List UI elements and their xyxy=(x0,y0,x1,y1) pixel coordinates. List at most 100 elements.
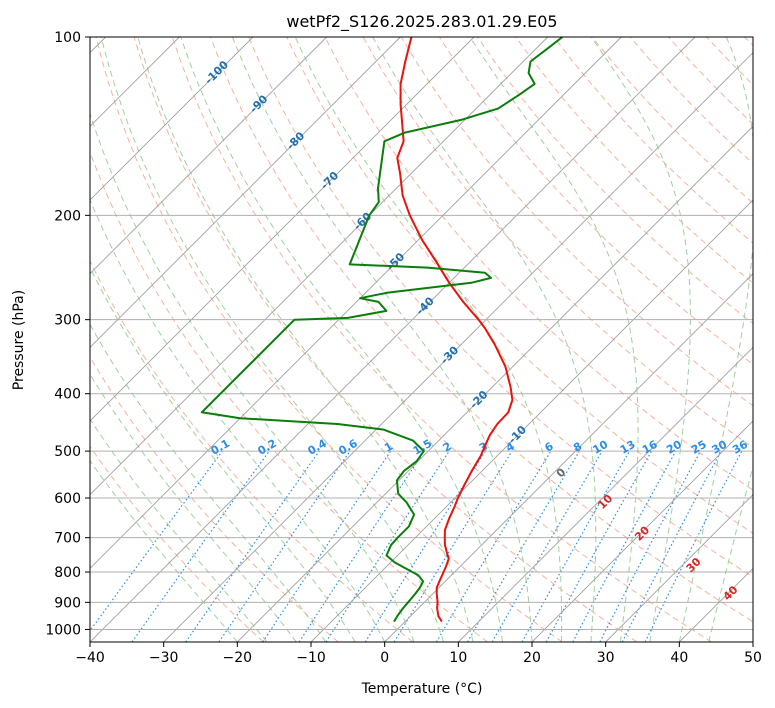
moist-adiabat xyxy=(469,37,639,642)
plot-area: -100-90-80-70-60-50-40-30-20-100.1 0.2 0.4… xyxy=(90,37,753,642)
isotherm xyxy=(90,37,548,496)
moist-adiabat xyxy=(708,464,753,642)
y-tick-label: 600 xyxy=(54,491,81,507)
x-tick-label: −10 xyxy=(296,650,326,666)
mixing-ratio-line xyxy=(393,450,513,642)
moist-adiabat xyxy=(90,266,356,642)
x-tick-label: 10 xyxy=(449,650,467,666)
moist-adiabat xyxy=(90,198,386,642)
isotherm xyxy=(458,346,753,642)
mixing-ratio-label: 16 xyxy=(640,438,660,457)
y-tick-label: 200 xyxy=(54,208,81,224)
mixing-ratio-label: 0.6 xyxy=(336,437,360,458)
isotherm xyxy=(384,273,753,642)
y-tick-label: 700 xyxy=(54,531,81,547)
moist-adiabat xyxy=(90,459,238,642)
isotherm xyxy=(90,37,622,569)
mixing-ratio-line xyxy=(644,450,743,642)
chart-title: wetPf2_S126.2025.283.01.29.E05 xyxy=(286,12,557,32)
isotherm-label: -80 xyxy=(284,129,307,152)
moist-adiabat xyxy=(590,37,691,642)
isotherm-label: -90 xyxy=(247,92,270,115)
dry-adiabat xyxy=(90,445,264,642)
dry-adiabat xyxy=(90,259,414,642)
y-axis: 100 200 300 400 500 600 700 800 900 1000 xyxy=(45,30,90,638)
mixing-ratio-line xyxy=(521,450,631,642)
dry-adiabat xyxy=(248,37,753,578)
mixing-ratio-label: 13 xyxy=(618,438,638,457)
isotherm-label: -100 xyxy=(202,58,231,87)
y-tick-label: 500 xyxy=(54,444,81,460)
x-tick-label: 50 xyxy=(744,650,762,666)
isotherm xyxy=(752,641,753,642)
dewpoint-profile-line xyxy=(200,37,564,623)
moist-adiabat xyxy=(372,37,597,642)
mixing-ratio-line xyxy=(435,450,552,642)
mixing-ratio-line xyxy=(599,450,702,642)
x-tick-label: −40 xyxy=(75,650,105,666)
moist-adiabat xyxy=(90,418,268,642)
moist-adiabat xyxy=(100,37,445,642)
mixing-ratio-line xyxy=(131,450,270,642)
isotherm xyxy=(90,37,254,201)
x-tick-label: 30 xyxy=(597,650,615,666)
moist-adiabat xyxy=(231,37,533,642)
isotherms xyxy=(90,37,753,642)
mixing-ratio-label: 6 xyxy=(542,440,555,455)
dry-adiabat xyxy=(515,37,753,284)
dry-adiabat xyxy=(553,37,753,244)
isotherm-label: -50 xyxy=(384,250,407,273)
x-axis-label: Temperature (°C) xyxy=(361,681,483,697)
y-tick-label: 300 xyxy=(54,313,81,329)
dry-adiabat xyxy=(706,37,753,86)
x-tick-label: 40 xyxy=(670,650,688,666)
dry-adiabat xyxy=(171,37,712,642)
isotherm xyxy=(310,199,753,642)
mixing-ratio-line xyxy=(185,450,320,642)
moist-adiabat xyxy=(180,37,503,642)
mixing-ratio-line xyxy=(325,450,450,642)
isotherm xyxy=(237,125,753,642)
y-tick-label: 100 xyxy=(54,30,81,46)
pressure-gridlines xyxy=(90,37,753,630)
moist-adiabat xyxy=(137,37,474,642)
mixing-ratio-lines xyxy=(90,450,743,642)
dry-adiabat xyxy=(286,37,753,534)
isotherm xyxy=(679,567,753,642)
moist-adiabat xyxy=(294,37,563,642)
isotherm-label: -20 xyxy=(467,388,490,411)
mixing-ratio-label: 25 xyxy=(689,438,709,457)
mixing-ratio-label: 10 xyxy=(590,438,610,457)
isotherm xyxy=(90,37,401,348)
temperature-profile-line xyxy=(396,37,514,623)
mixing-ratio-label: 0.1 xyxy=(209,437,232,458)
x-tick-label: −20 xyxy=(223,650,253,666)
isotherm xyxy=(531,420,753,642)
moist-adiabat xyxy=(90,111,415,642)
mixing-ratio-label: 0.4 xyxy=(306,437,330,458)
y-axis-label: Pressure (hPa) xyxy=(11,290,27,390)
dry-adiabat xyxy=(324,37,753,491)
dry-adiabats xyxy=(90,37,753,642)
mixing-ratio-label: 0.2 xyxy=(255,437,278,458)
y-tick-label: 400 xyxy=(54,387,81,403)
x-tick-label: 0 xyxy=(380,650,389,666)
moist-adiabat xyxy=(90,323,327,642)
isotherm-label: -40 xyxy=(414,294,437,317)
x-tick-label: 20 xyxy=(523,650,541,666)
dry-adiabat xyxy=(668,37,753,125)
mixing-ratio-label: 8 xyxy=(571,440,584,455)
profile-series xyxy=(200,37,564,623)
mixing-ratio-line xyxy=(262,450,392,642)
isotherm-label: -70 xyxy=(318,169,341,192)
y-tick-label: 800 xyxy=(54,565,81,581)
moist-adiabats xyxy=(90,37,753,642)
mixing-ratio-label: 30 xyxy=(710,438,730,457)
moist-adiabat xyxy=(678,37,753,642)
y-tick-label: 1000 xyxy=(45,622,81,638)
dry-adiabat xyxy=(95,37,563,642)
mixing-ratio-line xyxy=(572,450,677,642)
x-axis: −40 −30 −20 −10 0 10 20 30 40 50 xyxy=(75,642,762,666)
isotherm xyxy=(605,494,753,642)
